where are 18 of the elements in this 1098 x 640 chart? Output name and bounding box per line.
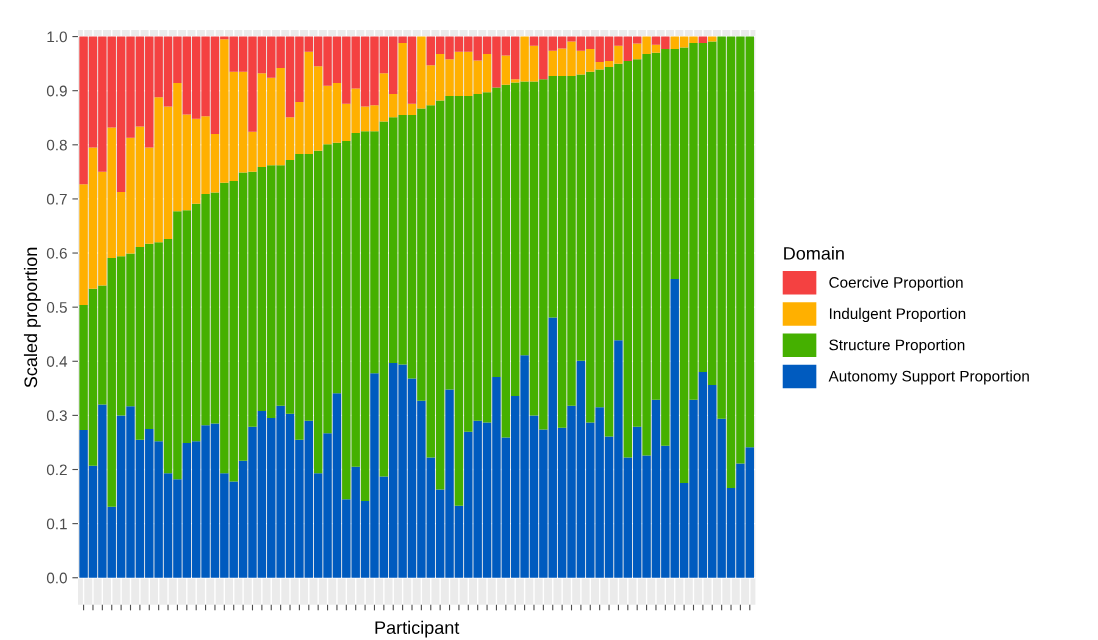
y-tick-label: 0.7 <box>46 193 67 205</box>
y-tick-label: 0.0 <box>46 572 67 584</box>
y-tick-label: 0.3 <box>46 410 67 422</box>
y-tick-label: 0.8 <box>46 139 67 151</box>
y-tick-label: 0.6 <box>46 247 67 259</box>
legend-label: Autonomy Support Proportion <box>828 370 1029 385</box>
y-tick-label: 0.2 <box>46 464 67 476</box>
y-tick-label: 0.1 <box>46 518 67 530</box>
legend-title: Domain <box>784 246 844 260</box>
y-tick-label: 1.0 <box>47 31 67 43</box>
y-tick-label: 0.9 <box>46 85 67 97</box>
legend-label: Structure Proportion <box>829 339 965 354</box>
x-axis-title: Participant <box>375 620 460 638</box>
y-tick-label: 0.4 <box>46 356 68 367</box>
y-axis-title: Scaled proportion <box>23 247 41 388</box>
legend-label: Indulgent Proportion <box>829 307 966 323</box>
legend-label: Coercive Proportion <box>829 276 963 291</box>
y-tick-label: 0.5 <box>46 302 67 313</box>
